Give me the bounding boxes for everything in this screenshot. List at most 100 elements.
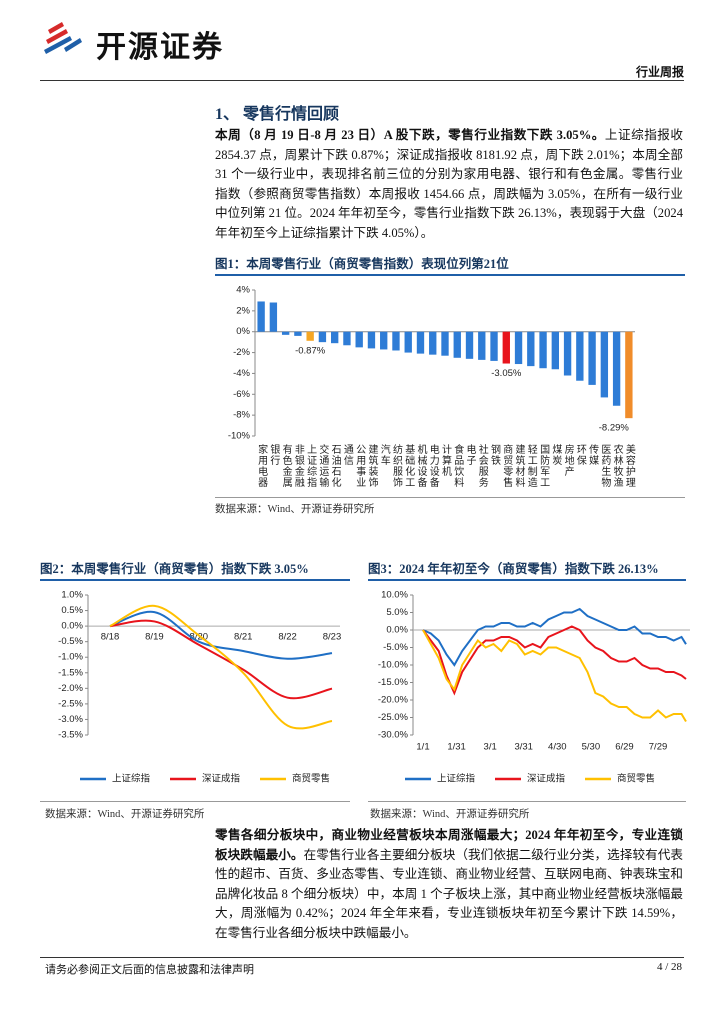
bar	[281, 331, 290, 335]
bar	[392, 331, 400, 351]
figure-rule	[368, 801, 686, 802]
logo-icon	[44, 22, 82, 54]
x-tick-label: 3/1	[484, 742, 497, 753]
series-line	[422, 625, 687, 696]
series-line	[422, 607, 687, 667]
figure-rule	[40, 801, 350, 802]
bar	[576, 331, 584, 381]
x-tick-label: 6/29	[615, 742, 634, 753]
paragraph-text: 上证综指报收 2854.37 点，周累计下跌 0.87%；深证成指报收 8181…	[215, 128, 684, 240]
bar	[269, 302, 278, 332]
chart: 10.0% 5.0% 0.0% -5.0% -10.0% -15.0% -20.0% -25.…	[378, 590, 690, 785]
series-line	[109, 610, 333, 660]
bar	[367, 331, 376, 349]
legend-label: 深证成指	[527, 773, 566, 785]
figure-source: 数据来源：Wind、开源证券研究所	[370, 809, 530, 820]
y-tick-label: -2.5%	[58, 698, 83, 709]
y-tick-label: -20.0%	[378, 695, 409, 706]
x-tick-label: 轻工制造	[525, 443, 537, 488]
y-tick-label: 0.0%	[61, 621, 83, 632]
bar	[429, 331, 437, 355]
chart: 1.0% 0.5% 0.0% -0.5% -1.0% -1.5% -2.0% -2.5% -3.…	[58, 590, 342, 785]
bar	[331, 331, 339, 344]
figure-title: 图3：2024 年年初至今（商贸零售）指数下跌 26.13%	[368, 558, 686, 581]
y-tick-label: 0.5%	[61, 605, 83, 616]
y-tick-label: -6%	[233, 389, 250, 400]
bar	[588, 331, 596, 385]
bar	[551, 331, 559, 370]
x-tick-label: 美容护理	[623, 443, 635, 488]
x-tick-label: 8/18	[101, 632, 120, 643]
x-tick-label: 8/19	[145, 632, 164, 643]
y-tick-label: -15.0%	[378, 677, 409, 688]
bar	[490, 331, 498, 361]
x-tick-label: 社会服务	[476, 443, 488, 488]
x-tick-label: 1/31	[447, 742, 466, 753]
bar	[514, 331, 523, 365]
legend-label: 上证综指	[437, 773, 476, 785]
y-tick-label: -30.0%	[378, 730, 409, 741]
x-tick-label: 建筑材料	[513, 443, 525, 488]
x-tick-label: 交通运输	[317, 443, 329, 488]
y-tick-label: -3.5%	[58, 730, 83, 741]
x-tick-label: 8/20	[190, 632, 209, 643]
bar	[306, 331, 314, 341]
x-tick-label: 石油石化	[329, 444, 341, 488]
y-tick-label: -3.0%	[58, 714, 83, 725]
section-title: 1、 零售行情回顾	[215, 106, 340, 123]
figure-source: 数据来源：Wind、开源证券研究所	[45, 809, 205, 820]
bar	[404, 331, 412, 353]
bar	[478, 331, 486, 360]
bar	[294, 331, 302, 336]
y-tick-label: -10%	[228, 431, 251, 442]
x-tick-label: 计算机	[440, 443, 452, 477]
x-tick-label: 基础化工	[403, 443, 415, 488]
y-tick-label: 0.0%	[386, 625, 408, 636]
x-tick-label: 8/21	[234, 632, 253, 643]
y-tick-label: -2%	[233, 347, 250, 358]
series-line	[422, 629, 687, 722]
x-tick-label: 8/23	[323, 632, 342, 643]
y-tick-label: 4%	[236, 285, 250, 296]
y-tick-label: -10.0%	[378, 660, 409, 671]
paragraph-lead: 本周（8 月 19 日-8 月 23 日）A 股下跌，零售行业指数下跌 3.05…	[215, 128, 605, 142]
bar	[502, 331, 510, 364]
bar	[380, 331, 388, 350]
data-label: -3.05%	[491, 368, 522, 379]
x-tick-label: 建筑装饰	[366, 443, 378, 488]
x-tick-label: 煤炭	[550, 443, 562, 466]
bar	[441, 331, 449, 356]
figure-title: 图2：本周零售行业（商贸零售）指数下跌 3.05%	[40, 558, 350, 581]
x-tick-label: 3/31	[514, 742, 533, 753]
y-tick-label: -8%	[233, 410, 250, 421]
x-tick-label: 钢铁	[489, 443, 501, 466]
x-tick-label: 8/22	[278, 632, 297, 643]
bar	[343, 331, 351, 346]
y-tick-label: -0.5%	[58, 636, 83, 647]
bar	[453, 331, 461, 358]
x-tick-label: 公用事业	[354, 444, 366, 488]
x-tick-label: 7/29	[649, 742, 668, 753]
bar	[416, 331, 425, 354]
y-tick-label: -4%	[233, 368, 250, 379]
legend-label: 深证成指	[202, 773, 241, 785]
series-line	[109, 604, 333, 730]
report-tag: 行业周报	[635, 65, 684, 79]
bar	[563, 331, 572, 376]
bar	[625, 331, 633, 419]
figure-source: 数据来源：Wind、开源证券研究所	[215, 504, 375, 515]
x-tick-label: 农林牧渔	[611, 443, 623, 488]
chart: 4% 2% 0% -2% -4% -6% -8% -10% 家用电器 银行 有色金属 非银金融 上证综指…	[228, 285, 636, 488]
x-tick-label: 纺织服饰	[390, 443, 402, 488]
paragraph-text: 在零售行业各主要细分板块（我们依据二级行业分类，选择较有代表性的超市、百货、多业…	[215, 847, 684, 940]
x-tick-label: 机械设备	[415, 443, 427, 488]
x-tick-label: 上证综指	[305, 444, 317, 488]
x-tick-label: 通信	[341, 444, 353, 466]
x-tick-label: 银行	[268, 443, 280, 466]
x-tick-label: 4/30	[548, 742, 567, 753]
y-tick-label: -2.0%	[58, 683, 83, 694]
legend-label: 商贸零售	[617, 773, 655, 785]
bar	[355, 331, 363, 348]
header-rule	[40, 80, 684, 81]
